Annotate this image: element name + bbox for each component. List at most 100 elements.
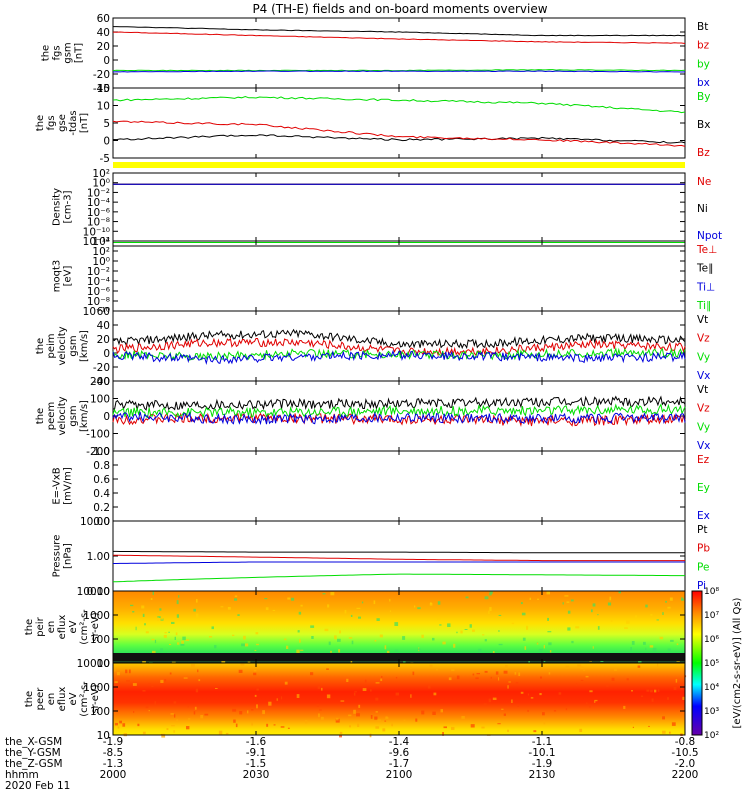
panel-frame [112, 172, 686, 242]
spectrogram-pixel [198, 679, 201, 682]
series-line-bz [112, 31, 686, 44]
legend-item: bz [697, 40, 710, 52]
spectrogram-pixel [170, 713, 174, 715]
spectrogram-pixel [330, 650, 332, 653]
spectrogram-pixel [178, 595, 180, 598]
axis-row-tick: -1.3 [103, 758, 124, 770]
spectrogram-pixel [381, 676, 383, 678]
y-axis-label: E=-VxB [52, 467, 63, 504]
spectrogram-pixel [175, 632, 178, 636]
spectrogram-pixel [517, 704, 519, 707]
y-axis-label: eV [68, 620, 79, 633]
spectrogram-pixel [537, 598, 539, 600]
spectrogram-pixel [403, 719, 406, 721]
spectrogram-pixel [498, 630, 500, 632]
spectrogram-pixel [169, 643, 172, 645]
y-axis-label: eflux [57, 687, 68, 712]
spectrogram-pixel [589, 705, 591, 708]
y-tick-label: 20 [97, 41, 110, 53]
spectrogram-pixel [125, 669, 128, 674]
spectrogram-pixel [116, 671, 120, 676]
y-tick-label: 10⁻⁸ [87, 217, 110, 229]
spectrogram-pixel [498, 643, 503, 646]
spectrogram-pixel [247, 710, 249, 714]
spectrogram-pixel [337, 638, 341, 642]
spectrogram-pixel [649, 645, 654, 648]
spectrogram-pixel [176, 600, 179, 605]
axis-row-tick: -9.1 [246, 747, 267, 759]
spectrogram-pixel [349, 725, 351, 728]
spectrogram-pixel [611, 720, 613, 724]
panel-8: 10.00 1.00 0.10 Pressure [nPa] Pt Pb Pe Pi [52, 516, 711, 598]
spectrogram-pixel [681, 686, 683, 690]
spectrogram-pixel [235, 723, 238, 728]
y-axis-label: the [35, 115, 46, 131]
axis-row-tick: -1.9 [532, 758, 553, 770]
spectrogram-pixel [395, 677, 398, 679]
spectrogram-pixel [524, 646, 527, 650]
spectrogram-pixel [119, 720, 122, 724]
spectrogram-pixel [527, 709, 529, 712]
spectrogram-pixel [484, 596, 489, 600]
spectrogram-pixel [174, 714, 176, 718]
spectrogram-pixel [490, 676, 492, 679]
spectrogram-pixel [571, 640, 574, 644]
spectrogram-pixel [196, 599, 198, 603]
y-axis-label: gsm [68, 335, 79, 356]
spectrogram-pixel [376, 618, 380, 621]
spectrogram-pixel [594, 700, 596, 703]
spectrogram-pixel [169, 672, 172, 675]
spectrogram-pixel [176, 614, 179, 618]
spectrogram-pixel [543, 645, 545, 649]
spectrogram-pixel [268, 701, 272, 706]
y-tick-label: 10⁻² [87, 266, 110, 278]
spectrogram-pixel [483, 703, 487, 705]
spectrogram-pixel [287, 727, 290, 729]
spectrogram-pixel [160, 679, 164, 683]
spectrogram-pixel [152, 650, 156, 655]
spectrogram-pixel [443, 726, 447, 729]
series-line-Vz [112, 412, 686, 428]
spectrogram-pixel [339, 734, 342, 738]
spectrogram-low-energy-band [113, 653, 685, 661]
y-axis-label: the [35, 338, 46, 354]
y-tick-label: 10⁻¹² [83, 236, 110, 248]
spectrogram-pixel [145, 631, 149, 634]
spectrogram-pixel [566, 601, 570, 603]
y-axis-label: en [46, 621, 57, 634]
axis-row-tick: -10.1 [528, 747, 555, 759]
spectrogram-pixel [221, 660, 226, 664]
spectrogram-pixel [297, 630, 300, 633]
axis-row-tick: -1.6 [246, 736, 267, 748]
spectrogram-pixel [350, 614, 353, 617]
spectrogram-pixel [281, 696, 283, 700]
spectrogram-pixel [133, 711, 135, 713]
spectrogram-pixel [417, 648, 421, 651]
series-line-Bt [113, 26, 686, 37]
spectrogram-pixel [234, 598, 238, 601]
spectrogram-pixel [511, 699, 513, 703]
spectrogram-pixel [209, 636, 213, 638]
spectrogram-pixel [253, 669, 257, 672]
spectrogram-pixel [356, 713, 360, 717]
spectrogram-pixel [439, 624, 442, 626]
spectrogram-pixel [505, 665, 508, 669]
spectrogram-pixel [437, 618, 441, 620]
spectrogram-pixel [193, 711, 196, 715]
legend-item: Vx [697, 440, 710, 452]
spectrogram-pixel [478, 648, 482, 653]
y-tick-label: 10⁻⁴ [87, 197, 110, 209]
spectrogram-pixel [195, 688, 199, 693]
spectrogram-pixel [361, 601, 364, 604]
series-line-Vz [112, 337, 686, 357]
y-axis-label: the [24, 619, 35, 635]
spectrogram-pixel [461, 716, 465, 719]
spectrogram-pixel [362, 688, 367, 691]
spectrogram-pixel [177, 642, 180, 645]
spectrogram-pixel [671, 722, 676, 726]
spectrogram-pixel [472, 629, 475, 632]
colorbar-scale [691, 590, 703, 736]
spectrogram-pixel [346, 678, 349, 682]
series-line-Pb [112, 554, 685, 562]
spectrogram-pixel [266, 723, 269, 727]
